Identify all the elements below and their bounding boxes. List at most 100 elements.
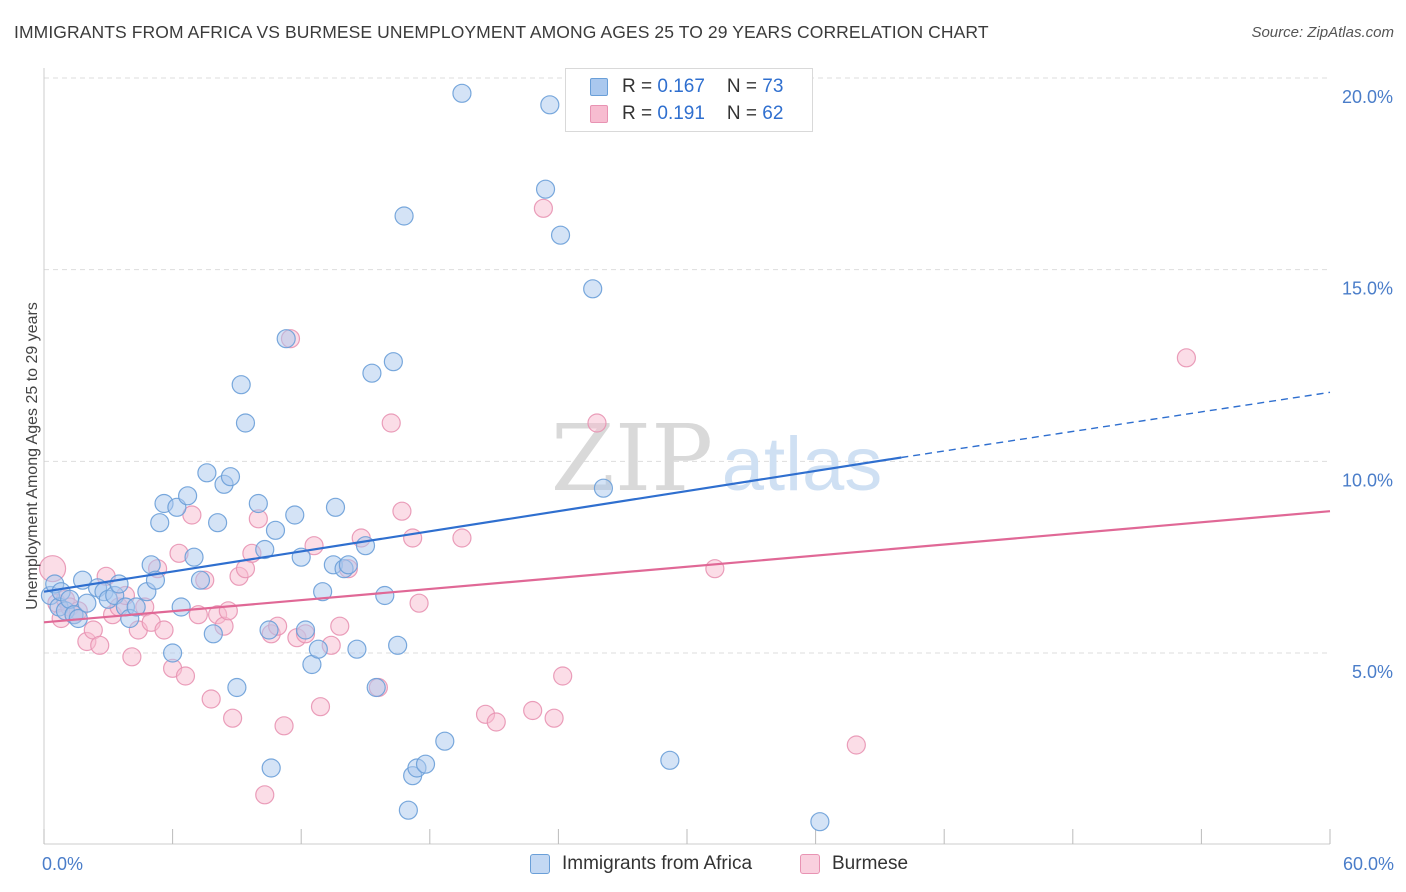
legend-row-africa: R = 0.167 N = 73 bbox=[590, 75, 783, 99]
data-point bbox=[220, 467, 241, 487]
watermark-zip: ZIP bbox=[551, 405, 713, 512]
data-point bbox=[383, 352, 403, 372]
data-point bbox=[308, 639, 328, 659]
bottom-legend-africa[interactable]: Immigrants from Africa bbox=[530, 852, 752, 876]
data-point bbox=[388, 635, 408, 655]
data-point bbox=[154, 620, 174, 640]
data-point bbox=[163, 643, 183, 663]
legend-row-burmese: R = 0.191 N = 62 bbox=[590, 102, 783, 126]
data-point bbox=[175, 666, 196, 686]
data-point bbox=[362, 363, 382, 383]
y-tick-label: 5.0% bbox=[1352, 662, 1393, 682]
data-point bbox=[452, 83, 472, 103]
chart-title: IMMIGRANTS FROM AFRICA VS BURMESE UNEMPL… bbox=[14, 22, 989, 42]
data-point bbox=[415, 754, 436, 774]
data-point bbox=[227, 677, 247, 698]
y-axis-label: Unemployment Among Ages 25 to 29 years bbox=[24, 302, 41, 610]
y-tick-label: 20.0% bbox=[1342, 87, 1393, 107]
axes bbox=[43, 68, 1331, 845]
data-point bbox=[846, 735, 866, 755]
x-tick-label: 60.0% bbox=[1343, 854, 1394, 874]
bottom-legend-swatch-burmese bbox=[800, 854, 820, 874]
data-point bbox=[201, 689, 221, 709]
data-point bbox=[203, 624, 223, 644]
data-point bbox=[544, 708, 564, 728]
trend-lines bbox=[43, 391, 1331, 624]
data-point bbox=[550, 225, 571, 245]
data-point bbox=[190, 570, 211, 590]
legend-n-label: N = bbox=[726, 76, 763, 97]
data-point bbox=[338, 555, 358, 575]
data-point bbox=[285, 505, 305, 525]
data-point bbox=[392, 501, 412, 521]
legend-swatch-burmese bbox=[590, 105, 608, 123]
data-point bbox=[394, 206, 414, 226]
data-point bbox=[330, 616, 350, 636]
data-point bbox=[295, 620, 316, 640]
data-point bbox=[533, 198, 553, 218]
legend-r-label: R = bbox=[622, 103, 658, 124]
trend-line-burmese bbox=[43, 510, 1331, 624]
data-point bbox=[1176, 348, 1196, 368]
correlation-legend: R = 0.167 N = 73 R = 0.191 N = 62 bbox=[565, 68, 813, 132]
bottom-legend-swatch-africa bbox=[530, 854, 550, 874]
data-point bbox=[540, 95, 560, 115]
data-point bbox=[310, 697, 331, 717]
data-point bbox=[218, 601, 238, 621]
data-point bbox=[535, 179, 556, 199]
data-point bbox=[235, 413, 256, 433]
bottom-legend-label-burmese: Burmese bbox=[832, 853, 909, 874]
data-point bbox=[255, 539, 275, 560]
data-point bbox=[347, 639, 367, 659]
data-point bbox=[265, 520, 286, 540]
data-point bbox=[248, 493, 268, 514]
data-point bbox=[381, 413, 401, 433]
data-point bbox=[90, 635, 110, 655]
bottom-legend-label-africa: Immigrants from Africa bbox=[562, 853, 753, 874]
trend-line-africa-extension bbox=[901, 391, 1331, 459]
data-point bbox=[403, 528, 423, 548]
data-point bbox=[182, 505, 202, 525]
tick-labels: 5.0% 10.0% 15.0% 20.0% 0.0% 60.0% bbox=[42, 87, 1394, 874]
data-point bbox=[274, 716, 294, 736]
data-point bbox=[523, 700, 543, 721]
x-tick-label: 0.0% bbox=[42, 854, 83, 874]
data-point bbox=[486, 712, 506, 732]
data-point bbox=[223, 708, 243, 728]
data-point bbox=[150, 513, 170, 533]
data-point bbox=[705, 559, 725, 579]
data-point bbox=[231, 375, 251, 395]
data-point bbox=[583, 279, 603, 299]
data-point bbox=[126, 597, 146, 617]
data-point bbox=[208, 513, 228, 533]
data-point bbox=[409, 593, 429, 613]
data-point bbox=[660, 750, 680, 770]
data-point bbox=[375, 585, 395, 606]
data-point bbox=[259, 620, 279, 640]
data-point bbox=[178, 486, 198, 506]
data-point bbox=[184, 547, 204, 567]
data-point bbox=[366, 677, 386, 698]
data-point bbox=[171, 597, 191, 617]
data-point bbox=[261, 758, 281, 778]
data-point bbox=[122, 647, 142, 667]
legend-swatch-africa bbox=[590, 78, 608, 96]
source-label[interactable]: Source: ZipAtlas.com bbox=[1251, 24, 1394, 41]
legend-n-label: N = bbox=[726, 103, 763, 124]
data-point bbox=[109, 574, 129, 594]
y-tick-label: 10.0% bbox=[1342, 470, 1393, 490]
legend-r-value: 0.191 bbox=[657, 103, 705, 124]
data-point bbox=[313, 582, 333, 602]
y-tick-label: 15.0% bbox=[1342, 279, 1393, 299]
data-point bbox=[435, 731, 455, 751]
legend-n-value: 73 bbox=[762, 76, 784, 97]
data-point bbox=[553, 666, 573, 686]
data-point bbox=[197, 463, 217, 483]
legend-n-value: 62 bbox=[762, 103, 784, 124]
bottom-legend-burmese[interactable]: Burmese bbox=[800, 852, 908, 876]
legend-r-value: 0.167 bbox=[657, 76, 705, 97]
data-point bbox=[77, 593, 97, 613]
data-point bbox=[255, 785, 275, 805]
data-point bbox=[593, 478, 614, 498]
